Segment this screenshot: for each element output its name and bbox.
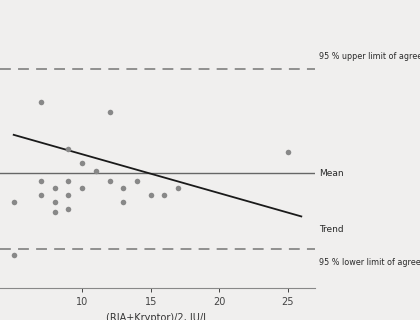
Point xyxy=(120,200,126,205)
Text: Trend: Trend xyxy=(319,225,344,234)
Point xyxy=(10,252,17,258)
Point xyxy=(147,192,154,197)
Point xyxy=(51,185,58,190)
Point xyxy=(65,192,72,197)
Point xyxy=(284,149,291,155)
Point xyxy=(175,185,181,190)
Point xyxy=(120,185,126,190)
Point xyxy=(38,99,45,104)
Point xyxy=(51,210,58,215)
Point xyxy=(134,178,140,183)
Point xyxy=(79,185,86,190)
Point xyxy=(65,178,72,183)
Point xyxy=(79,161,86,166)
Point xyxy=(38,178,45,183)
Point xyxy=(38,192,45,197)
Point xyxy=(106,178,113,183)
Point xyxy=(10,200,17,205)
Point xyxy=(51,200,58,205)
Point xyxy=(92,168,99,173)
Text: 95 % upper limit of agreement: 95 % upper limit of agreement xyxy=(319,52,420,61)
Point xyxy=(65,147,72,152)
Point xyxy=(161,192,168,197)
Point xyxy=(65,207,72,212)
Text: Mean: Mean xyxy=(319,169,344,178)
Text: 95 % lower limit of agreement: 95 % lower limit of agreement xyxy=(319,258,420,267)
X-axis label: (RIA+Kryptor)/2, IU/L: (RIA+Kryptor)/2, IU/L xyxy=(106,313,209,320)
Point xyxy=(106,109,113,115)
